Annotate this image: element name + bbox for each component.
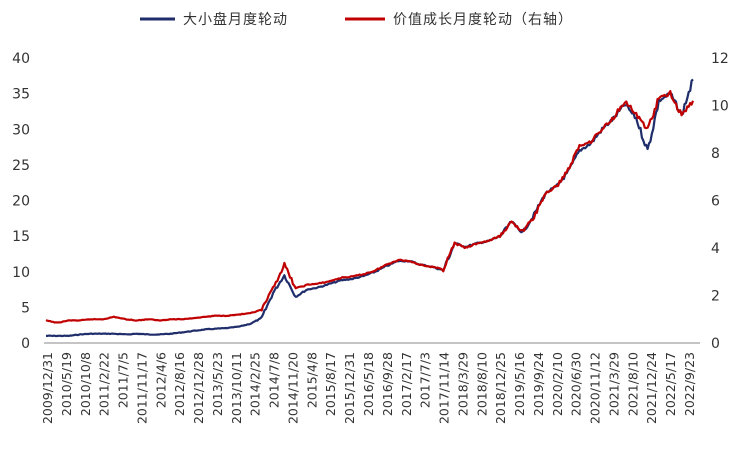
x-tick-label: 2016/9/28 <box>380 352 395 416</box>
x-tick-label: 2022/9/23 <box>682 352 697 416</box>
x-tick-label: 2015/8/17 <box>323 352 338 416</box>
y-axis-left: 0 5 10 15 20 25 30 35 40 <box>12 51 30 352</box>
x-tick-label: 2018/12/25 <box>493 352 508 424</box>
x-tick-label: 2010/5/19 <box>59 352 74 416</box>
x-tick-label: 2015/12/31 <box>342 352 357 424</box>
x-tick-label: 2016/5/18 <box>361 352 376 416</box>
x-tick-label: 2019/9/24 <box>531 352 546 416</box>
x-tick-label: 2017/7/3 <box>418 352 433 408</box>
legend: 大小盘月度轮动 价值成长月度轮动（右轴） <box>140 11 573 28</box>
legend-label-value-growth-rotation: 价值成长月度轮动（右轴） <box>393 12 573 28</box>
x-tick-label: 2009/12/31 <box>40 352 55 424</box>
x-tick-label: 2012/4/6 <box>153 352 168 408</box>
x-tick-label: 2015/4/8 <box>304 352 319 408</box>
x-tick-label: 2018/3/29 <box>455 352 470 416</box>
y-right-tick-label: 0 <box>711 336 720 352</box>
y-left-tick-label: 15 <box>12 229 30 245</box>
x-tick-label: 2012/12/28 <box>191 352 206 424</box>
y-right-tick-label: 10 <box>711 99 729 115</box>
x-tick-label: 2022/5/17 <box>663 352 678 416</box>
x-tick-label: 2019/5/16 <box>512 352 527 416</box>
x-tick-label: 2013/5/23 <box>210 352 225 416</box>
x-tick-label: 2014/7/8 <box>267 352 282 408</box>
x-tick-label: 2017/11/14 <box>437 352 452 424</box>
y-left-tick-label: 5 <box>21 300 30 316</box>
y-left-tick-label: 25 <box>12 158 30 174</box>
x-tick-label: 2014/2/25 <box>248 352 263 416</box>
x-tick-label: 2011/2/22 <box>97 352 112 416</box>
y-right-tick-label: 12 <box>711 51 729 67</box>
y-right-tick-label: 4 <box>711 241 720 257</box>
y-left-tick-label: 30 <box>12 122 30 138</box>
legend-label-size-rotation: 大小盘月度轮动 <box>183 11 288 28</box>
y-left-tick-label: 20 <box>12 194 30 210</box>
y-left-tick-label: 0 <box>21 336 30 352</box>
x-tick-label: 2020/11/12 <box>588 352 603 424</box>
series-layer <box>45 78 695 338</box>
x-tick-label: 2017/2/17 <box>399 352 414 416</box>
x-tick-label: 2010/10/8 <box>78 352 93 416</box>
x-tick-label: 2021/3/29 <box>606 352 621 416</box>
x-tick-label: 2011/11/17 <box>134 352 149 424</box>
x-tick-label: 2020/2/10 <box>550 352 565 416</box>
x-tick-label: 2020/6/30 <box>569 352 584 416</box>
x-axis: 2009/12/31 2010/5/19 2010/10/8 2011/2/22 201… <box>40 352 697 424</box>
y-left-tick-label: 40 <box>12 51 30 67</box>
y-left-tick-label: 35 <box>12 87 30 103</box>
x-tick-label: 2018/8/10 <box>474 352 489 416</box>
x-tick-label: 2014/11/20 <box>285 352 300 424</box>
y-axis-right: 0 2 4 6 8 10 12 <box>711 51 729 352</box>
series-line-1 <box>45 89 695 324</box>
x-tick-label: 2011/7/5 <box>116 352 131 408</box>
x-tick-label: 2013/10/11 <box>229 352 244 424</box>
y-right-tick-label: 2 <box>711 289 720 305</box>
series-line-0 <box>46 78 694 338</box>
y-right-tick-label: 6 <box>711 194 720 210</box>
x-tick-label: 2021/8/10 <box>625 352 640 416</box>
x-tick-label: 2021/12/24 <box>644 352 659 424</box>
x-tick-label: 2012/8/16 <box>172 352 187 416</box>
y-left-tick-label: 10 <box>12 265 30 281</box>
y-right-tick-label: 8 <box>711 146 720 162</box>
